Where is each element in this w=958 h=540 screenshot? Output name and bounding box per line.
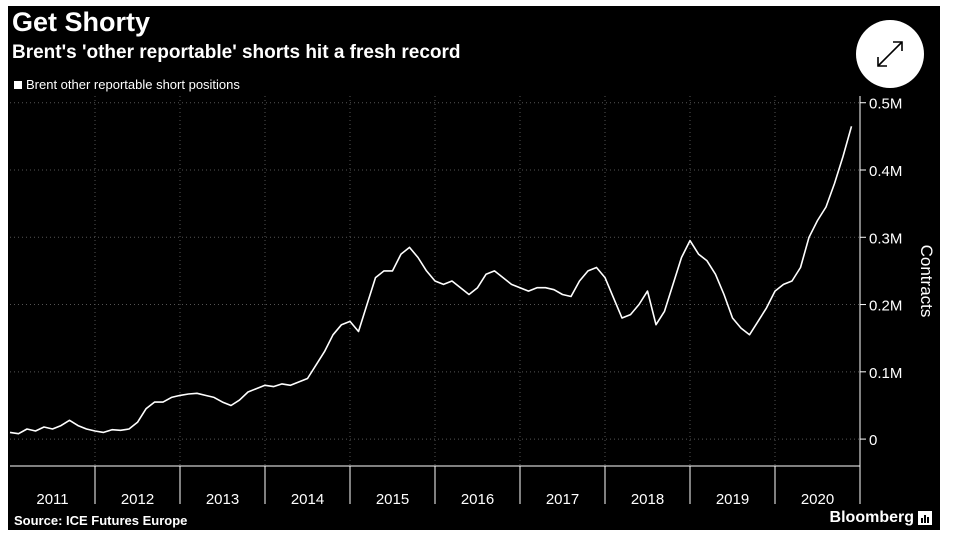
y-tick-label: 0.1M (869, 365, 902, 382)
y-tick-label: 0 (869, 432, 877, 449)
chart-title: Get Shorty (12, 7, 151, 37)
x-tick-label: 2017 (546, 491, 579, 508)
x-tick-label: 2012 (121, 491, 154, 508)
x-tick-label: 2014 (291, 491, 324, 508)
grid-layer (10, 96, 860, 466)
legend-swatch (14, 80, 22, 89)
y-tick-label: 0.5M (869, 96, 902, 113)
y-axis-label: Contracts (917, 245, 936, 318)
legend: Brent other reportable short positions (14, 77, 240, 92)
x-tick-label: 2011 (36, 491, 68, 508)
expand-button[interactable] (856, 20, 924, 88)
series-line (9, 126, 853, 435)
x-tick-label: 2018 (631, 491, 664, 508)
brand-name: Bloomberg (829, 509, 914, 526)
y-tick-label: 0.2M (869, 298, 902, 315)
x-tick-label: 2013 (206, 491, 239, 508)
x-tick-label: 2019 (716, 491, 749, 508)
brand-logo: Bloomberg (830, 509, 932, 527)
x-tick-label: 2020 (801, 491, 834, 508)
chart-subtitle: Brent's 'other reportable' shorts hit a … (12, 42, 461, 63)
source-note: Source: ICE Futures Europe (14, 513, 188, 528)
expand-icon (877, 41, 903, 67)
x-tick-label: 2015 (376, 491, 409, 508)
line-layer (9, 126, 853, 435)
y-tick-label: 0.3M (869, 230, 902, 247)
legend-label: Brent other reportable short positions (26, 77, 240, 92)
x-tick-label: 2016 (461, 491, 494, 508)
chart-panel: 0 0.1M 0.2M 0.3M 0.4M 0.5M 2011 2012 2013 2014 201… (8, 6, 940, 530)
axis-layer: 0 0.1M 0.2M 0.3M 0.4M 0.5M 2011 2012 2013 2014 201… (10, 96, 902, 508)
y-tick-label: 0.4M (869, 163, 902, 180)
chart-svg: 0 0.1M 0.2M 0.3M 0.4M 0.5M 2011 2012 2013 2014 201… (9, 96, 936, 508)
bar-chart-icon (918, 511, 932, 525)
